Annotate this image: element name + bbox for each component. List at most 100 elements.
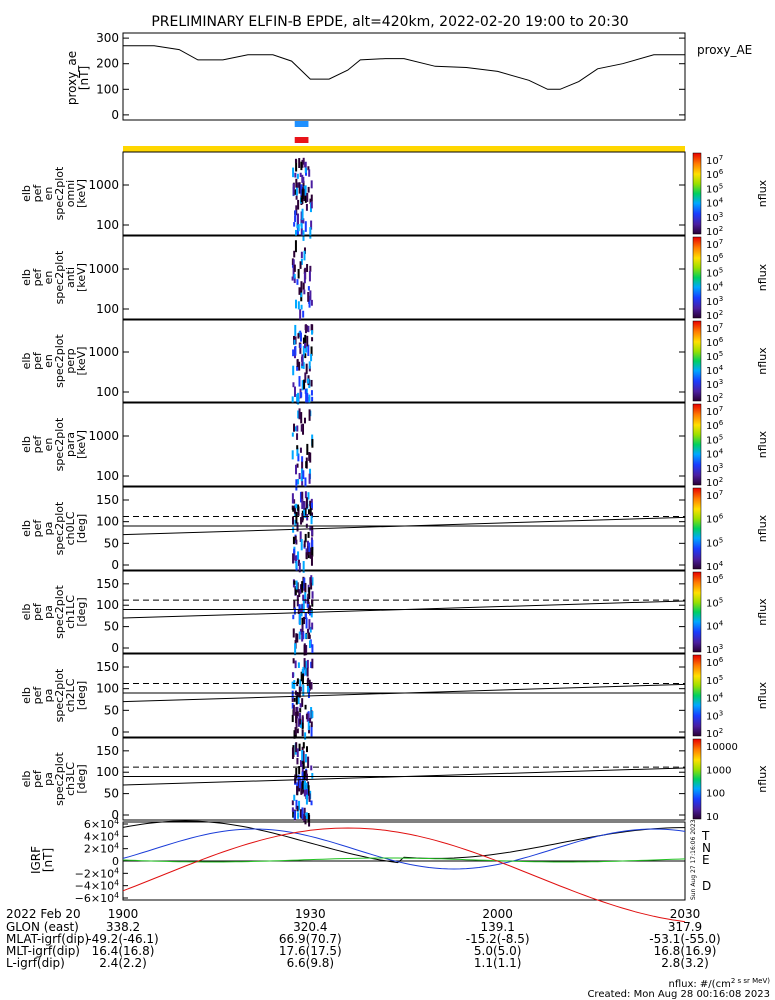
- flux-pixel: [299, 531, 302, 542]
- orbit-row-value: 320.4: [293, 920, 327, 934]
- flux-pixel: [304, 334, 307, 344]
- flux-pixel: [301, 159, 304, 168]
- flux-pixel: [295, 464, 298, 475]
- panel-ylabel: spec2plot: [53, 668, 66, 722]
- panel-ylabel: spec2plot: [53, 752, 66, 806]
- flux-pixel: [303, 247, 306, 254]
- flux-pixel: [304, 633, 307, 639]
- flux-pixel: [308, 296, 311, 308]
- flux-pixel: [297, 479, 300, 485]
- flux-pixel: [306, 659, 309, 669]
- flux-pixel: [294, 158, 297, 163]
- series-T: [122, 820, 685, 864]
- colorbar-tick-label: 10: [706, 812, 719, 823]
- flux-pixel: [298, 686, 301, 698]
- flux-pixel: [303, 785, 306, 797]
- spectrogram-panels: 1001000elbpefenspec2plotomni[keV]1071061…: [20, 151, 769, 827]
- panel-ylabel: pef: [31, 184, 44, 203]
- panel-ylabel: elb: [20, 269, 33, 286]
- ae-tick-label: 300: [96, 31, 119, 45]
- flux-pixel: [294, 660, 297, 669]
- flux-pixel: [308, 542, 311, 552]
- flux-pixel: [296, 582, 299, 593]
- colorbar-pa-ch3: [692, 738, 702, 820]
- flux-pixel: [294, 535, 297, 541]
- flux-pixel: [303, 658, 306, 669]
- flux-pixel: [301, 208, 304, 221]
- colorbar-tick-label: 104: [706, 281, 724, 294]
- flux-pixel: [304, 533, 307, 543]
- flux-pixel: [311, 539, 314, 550]
- flux-pixel: [298, 182, 301, 194]
- colorbar-tick-label: 102: [706, 727, 723, 740]
- flux-pixel: [307, 492, 310, 500]
- flux-pixel: [311, 591, 314, 599]
- flux-pixel: [304, 477, 307, 487]
- flux-pixel: [302, 282, 305, 290]
- flux-pixel: [292, 507, 295, 512]
- created-note: Created: Mon Aug 28 00:16:08 2023: [587, 989, 770, 1000]
- flux-pixel: [305, 812, 308, 820]
- flux-pixel: [297, 506, 300, 516]
- flux-pixel: [296, 805, 299, 812]
- flux-pixel: [301, 468, 304, 480]
- flux-pixel: [294, 587, 297, 595]
- panel-ylabel: pef: [31, 268, 44, 287]
- flux-pixel: [304, 732, 307, 740]
- flux-pixel: [302, 337, 305, 344]
- flux-pixel: [293, 580, 296, 585]
- tick-label: 1000: [88, 262, 119, 276]
- colorbar-label: nflux: [756, 347, 769, 375]
- flux-pixel: [307, 531, 310, 538]
- colorbar-pa-ch1: [692, 571, 702, 653]
- tick-label: 1000: [88, 429, 119, 443]
- flux-pixel: [300, 424, 303, 432]
- flux-pixel: [296, 786, 299, 795]
- flux-pixel: [291, 432, 294, 437]
- flux-pixel: [295, 633, 298, 641]
- panel-ylabel: pa: [42, 689, 55, 703]
- flux-pixel: [304, 324, 307, 334]
- igrf-legend-N: N: [702, 841, 711, 855]
- flux-pixel: [305, 345, 308, 353]
- colorbar-tick-label: 1000: [706, 765, 731, 776]
- flux-pixel: [300, 781, 303, 790]
- orbit-row-value: 16.4(16.8): [92, 944, 155, 958]
- flux-pixel: [300, 412, 303, 424]
- flux-pixel: [311, 324, 314, 334]
- flux-pixel: [295, 511, 298, 524]
- flux-pixel: [293, 607, 296, 615]
- flux-pixel: [291, 800, 294, 806]
- flux-pixel: [303, 250, 306, 261]
- flux-pixel: [306, 335, 309, 347]
- flux-pixel: [299, 342, 302, 354]
- panel-frame-en-para: [122, 402, 686, 487]
- flux-pixel: [307, 509, 310, 515]
- panel-frame-pa-ch0: [122, 486, 686, 571]
- flux-pixel: [301, 456, 304, 462]
- flux-pixel: [311, 772, 314, 779]
- flux-pixel: [303, 540, 306, 548]
- flux-pixel: [293, 730, 296, 739]
- flux-pixel: [298, 800, 301, 811]
- flux-pixel: [297, 504, 300, 511]
- flux-pixel: [300, 184, 303, 196]
- flux-pixel: [310, 353, 313, 362]
- flux-pixel: [297, 662, 300, 668]
- flux-pixel: [305, 552, 308, 559]
- tick-label: −2×104: [75, 866, 119, 881]
- zone-bar-blue: [294, 121, 309, 127]
- flux-pixel: [293, 277, 296, 284]
- colorbar-tick-label: 104: [706, 364, 724, 377]
- flux-pixel: [292, 809, 295, 818]
- flux-pixel: [294, 555, 297, 564]
- flux-pixel: [309, 227, 312, 239]
- orbit-row-value: -49.2(-46.1): [87, 932, 158, 946]
- flux-pixel: [304, 612, 307, 619]
- flux-pixel: [309, 551, 312, 559]
- flux-pixel: [310, 299, 313, 306]
- flux-pixel: [306, 192, 309, 202]
- panel-ylabel: ch3LC: [64, 762, 77, 796]
- orbit-row-value: 6.6(9.8): [287, 956, 335, 970]
- flux-pixel: [294, 324, 297, 336]
